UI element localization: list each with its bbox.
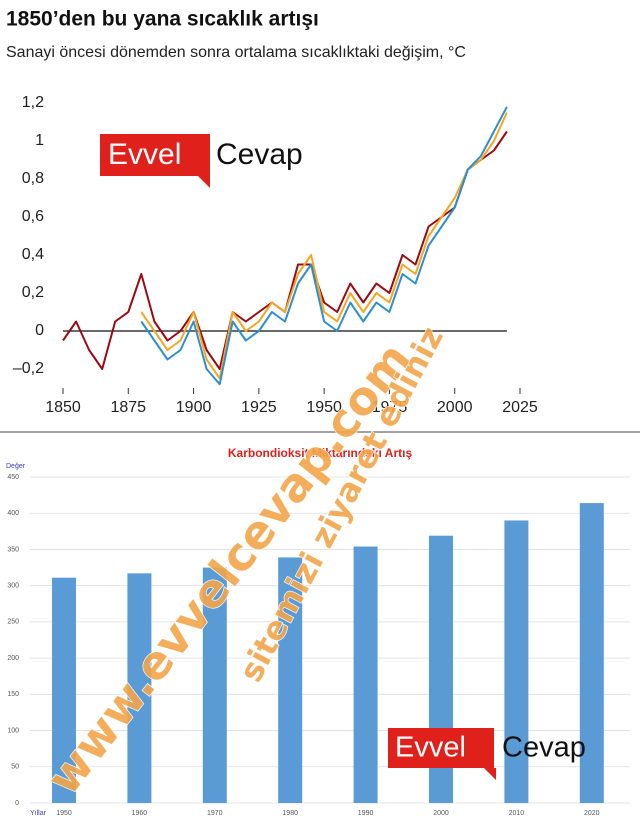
x-tick-label: 2020 (584, 810, 600, 817)
y-tick-label: 0 (35, 322, 44, 339)
x-tick-label: 2000 (433, 810, 449, 817)
y-tick-label: 0 (15, 800, 19, 807)
x-tick-label: 1875 (110, 399, 146, 416)
logo-text: Evvel (108, 138, 181, 171)
y-tick-label: 350 (7, 546, 19, 553)
logo-text: Cevap (216, 138, 303, 171)
y-tick-label: 1,2 (22, 94, 44, 111)
logo: Evvel Cevap (388, 728, 586, 780)
chart-subtitle: Sanayi öncesi dönemden sonra ortalama sı… (6, 44, 466, 61)
x-tick-label: 2000 (437, 399, 473, 416)
y-tick-label: 200 (7, 655, 19, 662)
x-tick-label: 1900 (176, 399, 212, 416)
y-tick-label: 400 (7, 510, 19, 517)
logo-tail (484, 768, 496, 780)
chart-title: 1850’den bu yana sıcaklık artışı (6, 8, 319, 31)
bar (353, 546, 378, 803)
x-tick-label: 1970 (207, 810, 223, 817)
logo-box (100, 134, 210, 176)
logo: Evvel Cevap (100, 134, 303, 188)
y-tick-label: 300 (7, 583, 19, 590)
x-tick-label: 1950 (56, 810, 72, 817)
y-tick-label: 0,4 (22, 246, 44, 263)
bar (202, 567, 227, 803)
x-tick-label: 1960 (132, 810, 148, 817)
y-tick-label: 0,2 (22, 284, 44, 301)
logo-text: Evvel (395, 732, 466, 764)
bar (278, 557, 303, 803)
logo-tail (198, 176, 210, 188)
y-tick-label: 1 (35, 132, 44, 149)
x-tick-label: 1990 (358, 810, 374, 817)
y-tick-label: –0,2 (13, 360, 44, 377)
y-tick-label: 0,6 (22, 208, 44, 225)
y-axis-label: Değer (6, 463, 26, 470)
x-tick-label: 1975 (372, 399, 408, 416)
y-tick-label: 250 (7, 619, 19, 626)
temperature-line (140, 106, 508, 386)
x-tick-label: 2025 (502, 399, 538, 416)
chart-title: Karbondioksit Miktarındaki Artış (228, 446, 413, 460)
temperature-line (140, 112, 508, 380)
y-tick-label: 150 (7, 691, 19, 698)
y-tick-label: 450 (7, 474, 19, 481)
x-tick-label: 1925 (241, 399, 277, 416)
bar (504, 520, 529, 803)
x-tick-label: 2010 (509, 810, 525, 817)
x-tick-label: 1980 (282, 810, 298, 817)
x-tick-label: 1950 (306, 399, 342, 416)
y-tick-label: 0,8 (22, 170, 44, 187)
logo-text: Cevap (502, 732, 586, 764)
bar (579, 503, 604, 803)
y-tick-label: 100 (7, 727, 19, 734)
x-tick-label: 1850 (45, 399, 81, 416)
x-axis-label: Yıllar (30, 810, 47, 817)
bar (127, 573, 152, 803)
bar (52, 577, 76, 803)
logo-box (388, 728, 494, 768)
y-tick-label: 50 (11, 764, 19, 771)
